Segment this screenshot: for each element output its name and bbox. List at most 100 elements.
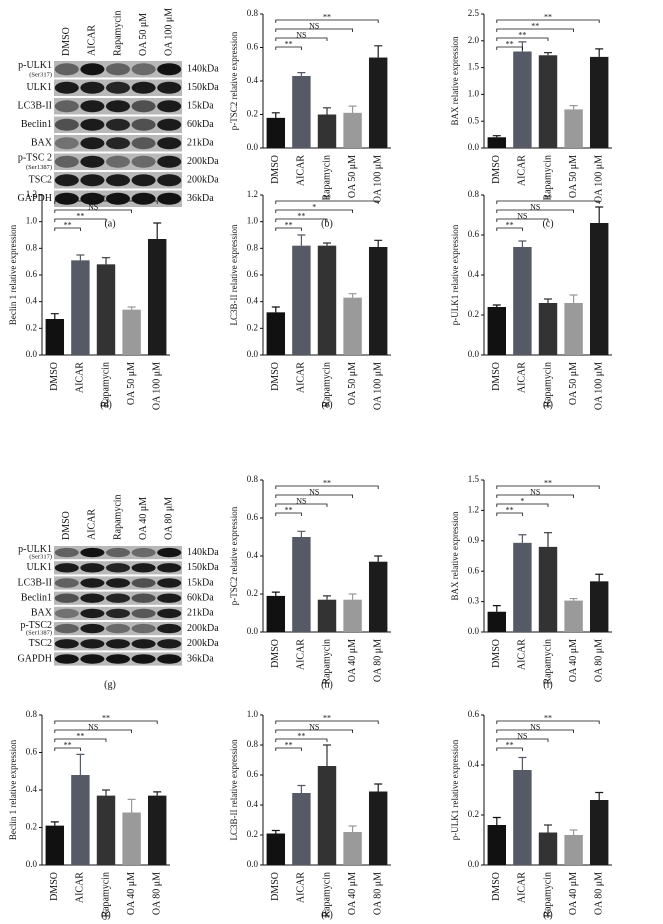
blot-band bbox=[131, 63, 156, 76]
y-tick-label: 0.6 bbox=[247, 269, 259, 279]
x-tick-label: AICAR bbox=[517, 155, 528, 186]
x-tick-label: Rapamycin bbox=[542, 639, 553, 685]
bar bbox=[147, 239, 167, 355]
x-tick-label: AICAR bbox=[75, 872, 86, 903]
blot-band bbox=[80, 192, 105, 205]
y-tick-label: 1.2 bbox=[468, 504, 479, 514]
error-bar bbox=[595, 791, 604, 800]
bar bbox=[266, 595, 286, 632]
y-tick-label: 1.2 bbox=[247, 189, 258, 199]
significance-bracket bbox=[496, 218, 549, 222]
significance-label: ** bbox=[102, 713, 110, 722]
x-tick-label: DMSO bbox=[491, 155, 502, 184]
y-tick-label: 0.6 bbox=[468, 709, 480, 719]
blot-band bbox=[80, 654, 105, 664]
x-tick-label: AICAR bbox=[296, 872, 307, 903]
x-tick-label: DMSO bbox=[49, 872, 60, 901]
protein-label: TSC2 bbox=[29, 638, 52, 649]
bar bbox=[368, 57, 388, 148]
significance-bracket bbox=[54, 738, 107, 742]
bar bbox=[368, 791, 388, 865]
blot-band bbox=[54, 100, 79, 113]
bar bbox=[487, 137, 507, 148]
y-tick-label: 0.5 bbox=[468, 115, 480, 125]
protein-label: ULK1 bbox=[26, 562, 52, 573]
y-tick-label: 1.0 bbox=[247, 216, 259, 226]
significance-bracket bbox=[496, 494, 574, 498]
y-tick-label: 1.0 bbox=[468, 88, 480, 98]
blot-band bbox=[80, 608, 105, 619]
x-tick-label: Rapamycin bbox=[321, 155, 332, 201]
protein-label: BAX bbox=[31, 608, 53, 619]
error-bar bbox=[50, 313, 59, 319]
significance-bracket bbox=[275, 19, 379, 23]
blot-band bbox=[105, 174, 131, 187]
protein-label: GAPDH bbox=[18, 653, 52, 664]
bar bbox=[122, 309, 141, 355]
x-tick-label: OA 50 μM bbox=[347, 155, 358, 198]
y-tick-label: 0.0 bbox=[468, 349, 480, 359]
blot-band bbox=[105, 563, 131, 573]
error-bar bbox=[102, 257, 110, 265]
bar bbox=[292, 793, 311, 865]
significance-bracket bbox=[496, 227, 523, 231]
y-tick-label: 0.2 bbox=[468, 309, 479, 319]
significance-bracket bbox=[496, 485, 600, 489]
blot-band bbox=[80, 118, 105, 131]
significance-bracket bbox=[275, 200, 379, 204]
blot-band bbox=[105, 593, 131, 603]
significance-bracket bbox=[54, 720, 158, 724]
significance-label: ** bbox=[323, 713, 331, 722]
significance-label: ** bbox=[285, 505, 293, 514]
error-bar bbox=[569, 597, 578, 601]
error-bar bbox=[544, 51, 552, 56]
y-tick-label: 0.4 bbox=[468, 269, 480, 279]
x-tick-label: OA 100 μM bbox=[593, 362, 604, 410]
blot-band bbox=[131, 118, 156, 131]
significance-bracket bbox=[496, 46, 523, 50]
y-tick-label: 0.2 bbox=[247, 322, 258, 332]
x-tick-label: AICAR bbox=[296, 155, 307, 186]
bar bbox=[564, 600, 583, 632]
significance-label: ** bbox=[506, 220, 514, 229]
lane-label: Rapamycin bbox=[112, 10, 123, 56]
significance-label: ** bbox=[531, 21, 539, 30]
blot-band bbox=[157, 563, 182, 573]
blot-band bbox=[54, 63, 79, 76]
y-tick-label: 0.4 bbox=[468, 759, 480, 769]
x-tick-label: DMSO bbox=[270, 639, 281, 668]
significance-bracket bbox=[496, 503, 549, 507]
y-tick-label: 0.2 bbox=[247, 829, 258, 839]
significance-label: * bbox=[312, 202, 316, 211]
blot-band bbox=[80, 563, 105, 573]
lane-label: AICAR bbox=[87, 509, 98, 540]
bar bbox=[122, 812, 141, 865]
significance-bracket bbox=[54, 200, 158, 204]
x-tick-label: DMSO bbox=[49, 362, 60, 391]
y-tick-label: 0.0 bbox=[468, 142, 480, 152]
significance-bracket bbox=[275, 738, 328, 742]
blot-band bbox=[157, 174, 182, 187]
lane-label: OA 50 μM bbox=[138, 13, 149, 56]
significance-bracket bbox=[54, 209, 132, 213]
significance-bracket bbox=[54, 729, 132, 733]
error-bar bbox=[76, 753, 85, 775]
size-label: 15kDa bbox=[187, 577, 214, 588]
size-label: 150kDa bbox=[187, 562, 219, 573]
blot-band bbox=[131, 81, 156, 94]
blot-band bbox=[157, 608, 182, 619]
lane-label: DMSO bbox=[61, 27, 72, 56]
significance-label: ** bbox=[323, 478, 331, 487]
significance-label: NS bbox=[530, 487, 540, 496]
x-tick-label: Rapamycin bbox=[542, 362, 553, 408]
size-label: 200kDa bbox=[187, 623, 219, 634]
blot-band bbox=[80, 593, 105, 603]
significance-bracket bbox=[275, 37, 328, 41]
bar bbox=[513, 542, 532, 632]
blot-band bbox=[105, 639, 131, 649]
y-tick-label: 0.0 bbox=[468, 859, 480, 869]
blot-band bbox=[157, 100, 182, 113]
x-tick-label: OA 40 μM bbox=[568, 639, 579, 682]
significance-bracket bbox=[496, 512, 523, 516]
blot-band bbox=[157, 155, 182, 168]
